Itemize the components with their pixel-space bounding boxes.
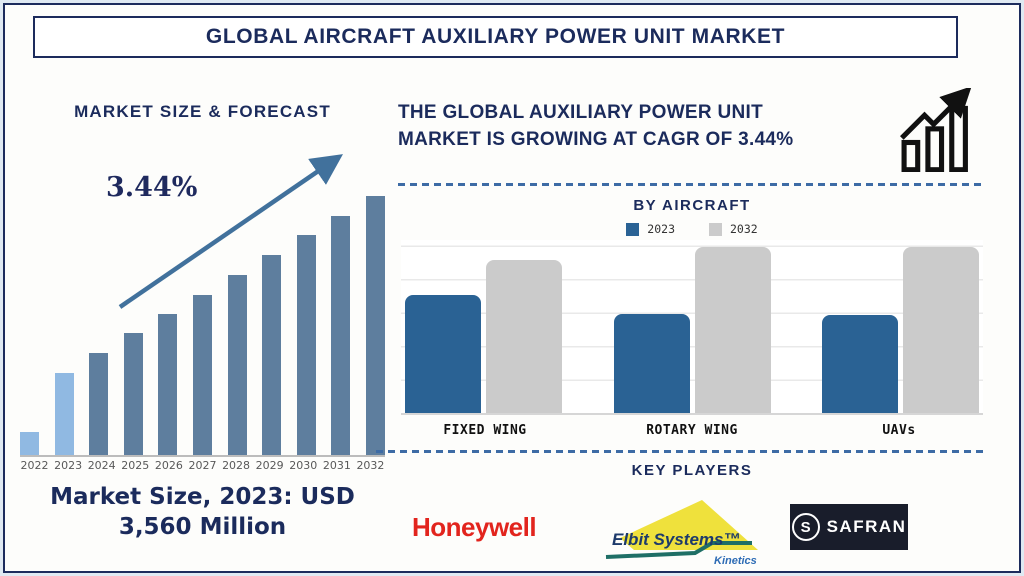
year-label-2023: 2023 — [54, 459, 83, 472]
forecast-bars — [20, 150, 385, 455]
chart-legend: 2023 2032 — [398, 222, 986, 236]
bar-fixed-wing-2032 — [486, 260, 562, 413]
category-label-rotary-wing: ROTARY WING — [646, 423, 738, 438]
market-size-forecast-heading: MARKET SIZE & FORECAST — [74, 102, 331, 121]
right-panel: THE GLOBAL AUXILIARY POWER UNIT MARKET I… — [376, 88, 986, 567]
forecast-bar-2024 — [89, 353, 109, 455]
dashed-divider-bottom — [376, 450, 984, 453]
category-label-uavs: UAVs — [882, 423, 916, 438]
forecast-bar-2028 — [227, 275, 247, 455]
category-label-fixed-wing: FIXED WING — [443, 423, 527, 438]
year-label-2032: 2032 — [356, 459, 385, 472]
year-label-2030: 2030 — [289, 459, 318, 472]
elbit-logo-text: Elbit Systems™ — [612, 530, 741, 549]
bar-chart-rising-arrow-icon — [900, 88, 972, 172]
forecast-bar-2031 — [331, 216, 351, 455]
legend-swatch-2032 — [709, 222, 722, 236]
bar-rotary-wing-2023 — [613, 314, 690, 413]
elbit-swoosh-shape — [605, 541, 752, 559]
bar-uavs-2032 — [903, 247, 979, 413]
year-label-2024: 2024 — [87, 459, 116, 472]
legend-label-2032: 2032 — [730, 222, 758, 236]
year-label-2031: 2031 — [322, 459, 351, 472]
forecast-bar-2029 — [262, 255, 282, 455]
legend-swatch-2023 — [626, 222, 640, 236]
forecast-bar-2027 — [192, 295, 212, 455]
by-aircraft-heading: BY AIRCRAFT — [633, 197, 751, 214]
year-label-2028: 2028 — [222, 459, 251, 472]
dashed-divider-top — [398, 183, 984, 186]
cagr-annotation: 3.44% — [106, 172, 198, 203]
trend-arrow-icon — [118, 154, 343, 309]
legend-item-2023: 2023 — [626, 222, 675, 236]
forecast-bar-2030 — [296, 235, 316, 455]
bar-group-uavs — [822, 247, 979, 413]
safran-monogram-icon: S — [791, 513, 820, 541]
cagr-headline: THE GLOBAL AUXILIARY POWER UNIT MARKET I… — [398, 102, 794, 150]
forecast-year-axis: 2022 2023 2024 2025 2026 2027 2028 2029 2030 2031… — [18, 459, 387, 472]
bar-group-rotary-wing — [613, 247, 771, 413]
key-players-logos: Honeywell Elbit Systems™ Kinetics S SAFR… — [398, 490, 986, 572]
year-label-2027: 2027 — [188, 459, 217, 472]
legend-label-2023: 2023 — [647, 222, 675, 236]
honeywell-logo: Honeywell — [412, 512, 537, 542]
market-forecast-chart: 3.44% — [20, 150, 385, 457]
forecast-bar-2025 — [123, 333, 143, 455]
legend-item-2032: 2032 — [709, 222, 758, 236]
safran-logo-text: SAFRAN — [826, 517, 907, 536]
key-players-heading: KEY PLAYERS — [631, 462, 753, 479]
forecast-bar-2023 — [54, 373, 74, 455]
elbit-triangle-shape — [620, 500, 758, 550]
market-size-caption: Market Size, 2023: USD 3,560 Million — [50, 484, 355, 540]
forecast-bar-2032 — [365, 196, 385, 455]
bar-fixed-wing-2023 — [405, 295, 481, 413]
aircraft-chart-bars — [401, 240, 983, 415]
year-label-2029: 2029 — [255, 459, 284, 472]
year-label-2026: 2026 — [154, 459, 183, 472]
bar-uavs-2023 — [822, 315, 898, 413]
year-label-2022: 2022 — [20, 459, 49, 472]
year-label-2025: 2025 — [121, 459, 150, 472]
elbit-kinetics-text: Kinetics — [714, 555, 757, 567]
bar-rotary-wing-2032 — [694, 247, 771, 413]
page-title: GLOBAL AIRCRAFT AUXILIARY POWER UNIT MAR… — [205, 25, 786, 48]
safran-logo: S SAFRAN — [790, 504, 908, 550]
forecast-bar-2022 — [20, 432, 39, 455]
aircraft-category-labels: FIXED WING ROTARY WING UAVs — [401, 423, 983, 438]
forecast-bar-2026 — [158, 314, 178, 455]
elbit-systems-logo: Elbit Systems™ Kinetics — [605, 500, 758, 567]
bar-group-fixed-wing — [405, 260, 562, 413]
title-banner: GLOBAL AIRCRAFT AUXILIARY POWER UNIT MAR… — [33, 16, 958, 58]
